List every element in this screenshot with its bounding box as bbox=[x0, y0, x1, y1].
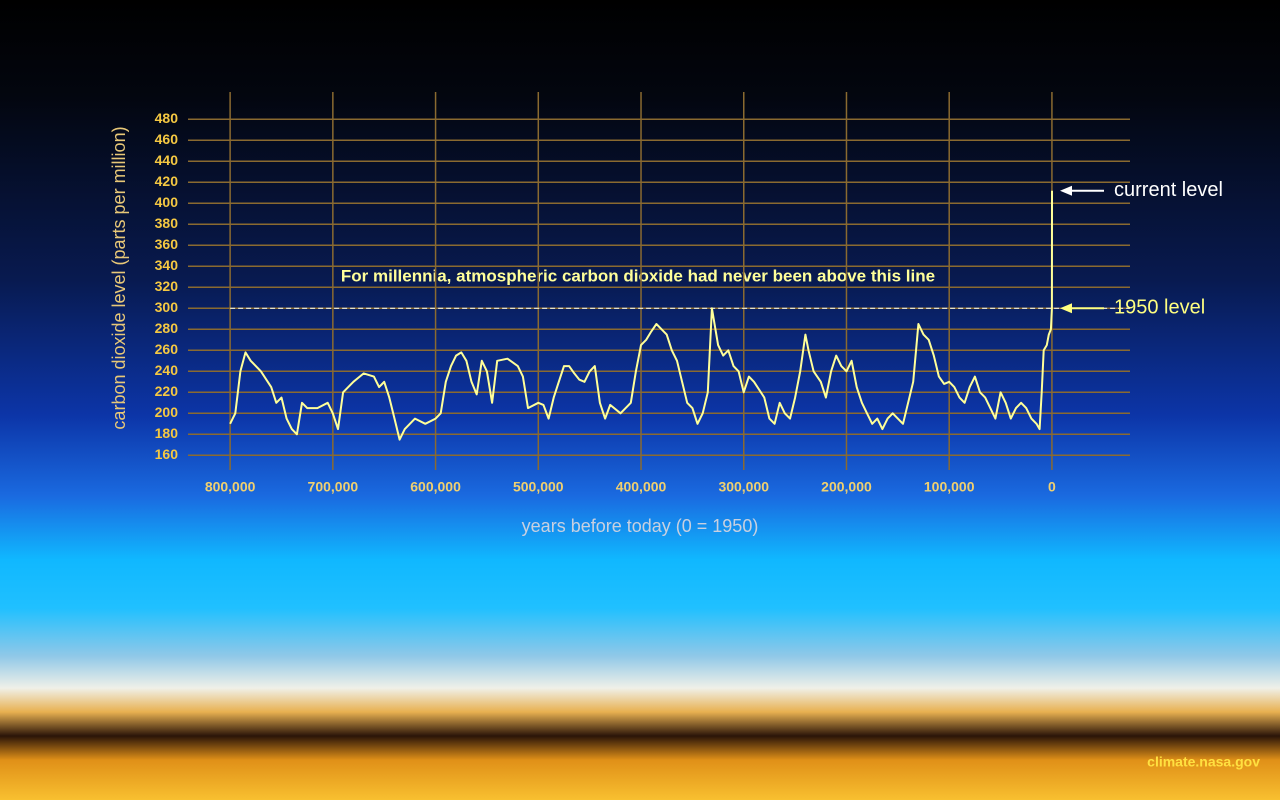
y-tick-label: 460 bbox=[155, 131, 179, 147]
x-tick-label: 300,000 bbox=[718, 479, 769, 495]
y-tick-label: 300 bbox=[155, 299, 179, 315]
data-line bbox=[229, 190, 1053, 441]
x-tick-label: 200,000 bbox=[821, 479, 872, 495]
y-tick-label: 440 bbox=[155, 152, 179, 168]
y-tick-label: 340 bbox=[155, 257, 179, 273]
y-tick-label: 360 bbox=[155, 236, 179, 252]
x-tick-label: 400,000 bbox=[616, 479, 667, 495]
x-tick-label: 700,000 bbox=[308, 479, 359, 495]
arrow-head bbox=[1060, 303, 1072, 314]
y-tick-label: 380 bbox=[155, 215, 179, 231]
arrow-head bbox=[1060, 185, 1072, 196]
y-tick-label: 480 bbox=[155, 110, 179, 126]
y-tick-label: 240 bbox=[155, 362, 179, 378]
x-tick-label: 800,000 bbox=[205, 479, 256, 495]
y-tick-label: 420 bbox=[155, 173, 179, 189]
x-axis-label: years before today (0 = 1950) bbox=[522, 516, 759, 536]
y-tick-label: 400 bbox=[155, 194, 179, 210]
x-tick-label: 100,000 bbox=[924, 479, 975, 495]
y-axis-label: carbon dioxide level (parts per million) bbox=[109, 126, 129, 429]
annotation-label: current level bbox=[1114, 179, 1223, 201]
x-tick-label: 600,000 bbox=[410, 479, 461, 495]
x-tick-label: 500,000 bbox=[513, 479, 564, 495]
x-tick-label: 0 bbox=[1048, 479, 1056, 495]
annotation-label: 1950 level bbox=[1114, 297, 1205, 319]
y-tick-label: 320 bbox=[155, 278, 179, 294]
y-tick-label: 160 bbox=[155, 446, 179, 462]
y-tick-label: 280 bbox=[155, 320, 179, 336]
y-tick-label: 220 bbox=[155, 383, 179, 399]
y-tick-label: 260 bbox=[155, 341, 179, 357]
reference-label: For millennia, atmospheric carbon dioxid… bbox=[341, 266, 935, 285]
credit: climate.nasa.gov bbox=[1147, 754, 1260, 770]
y-tick-label: 180 bbox=[155, 425, 179, 441]
y-tick-label: 200 bbox=[155, 404, 179, 420]
